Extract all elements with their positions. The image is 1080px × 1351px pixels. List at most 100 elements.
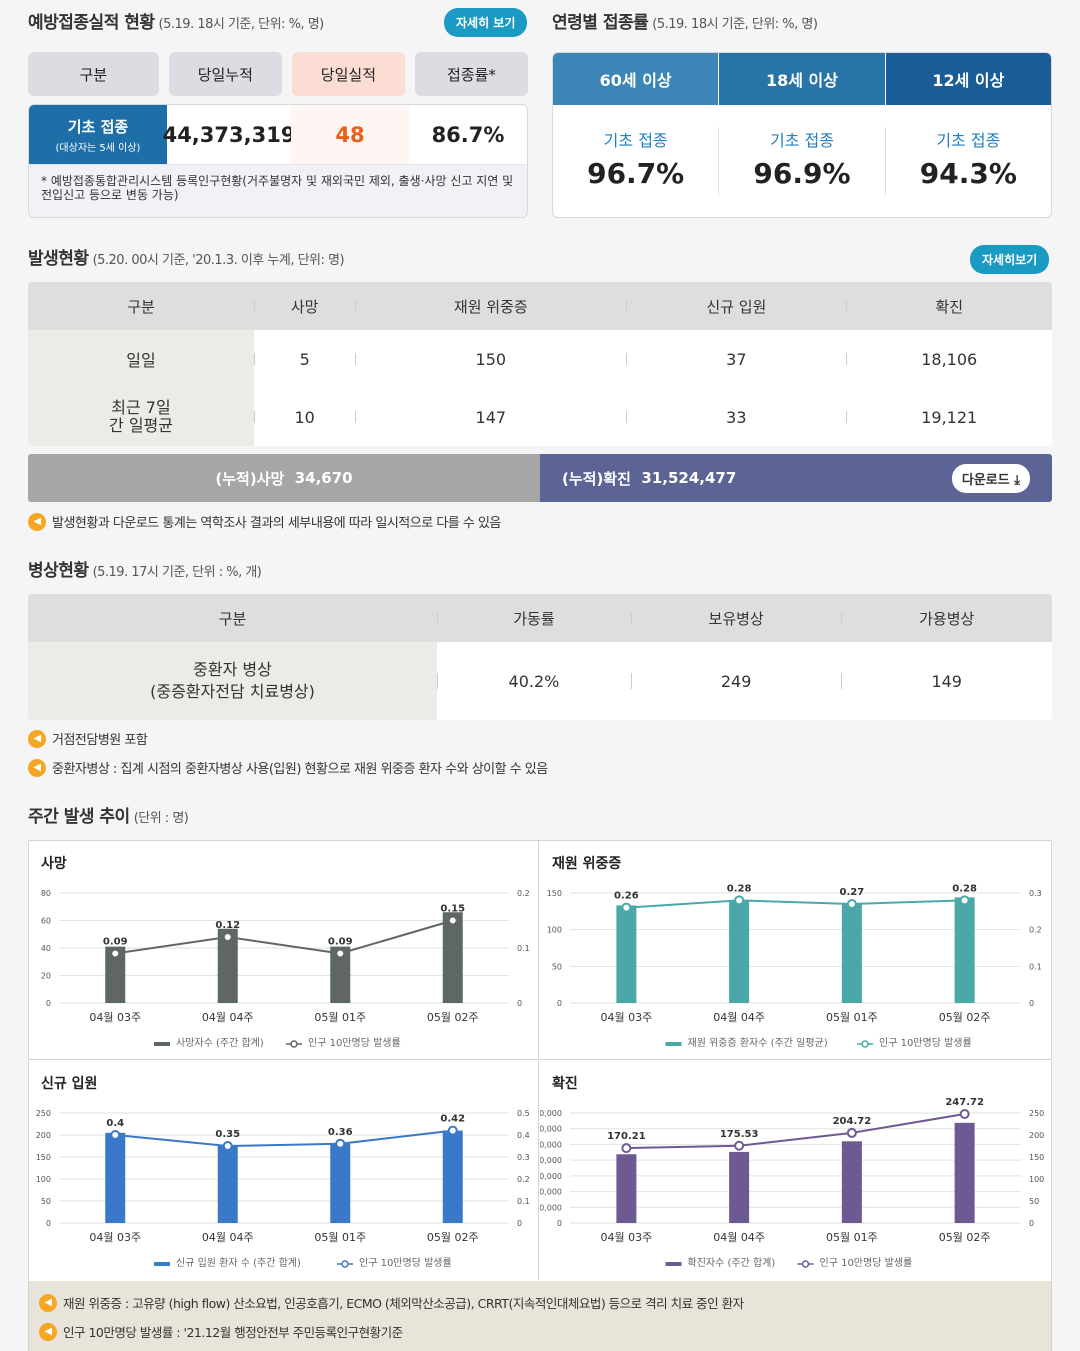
- download-label: 다운로드: [961, 473, 1010, 488]
- tab-18-plus[interactable]: 18세 이상: [719, 53, 886, 105]
- y-tick-label: 0: [46, 1219, 51, 1228]
- weekly-footnotes: ◀ 재원 위중증 : 고유량 (high flow) 산소요법, 인공호흡기, E…: [29, 1281, 1051, 1351]
- x-tick-label: 05월 01주: [314, 1231, 366, 1244]
- y2-tick-label: 0.5: [517, 1109, 530, 1118]
- bar: [841, 904, 862, 1003]
- cell: 249: [630, 642, 842, 720]
- y-tick-label: 80,000: [540, 1156, 562, 1165]
- weekly-title: 주간 발생 추이 (단위 : 명): [28, 802, 189, 827]
- beds-note-text: 거점전담병원 포함: [52, 733, 148, 748]
- x-tick-label: 04월 03주: [601, 1231, 653, 1244]
- y2-tick-label: 50: [1029, 1197, 1039, 1206]
- tab-12-plus[interactable]: 12세 이상: [885, 53, 1051, 105]
- vaccination-note: * 예방접종통합관리시스템 등록인구현황(거주불명자 및 재외국민 제외, 출생…: [29, 165, 527, 217]
- rate-point: [621, 902, 632, 913]
- y-tick-label: 60: [41, 917, 51, 926]
- row-label: 중환자 병상 (중증환자전담 치료병상): [28, 642, 437, 720]
- bar: [442, 912, 463, 1003]
- y-tick-label: 40,000: [540, 1188, 562, 1197]
- bar: [729, 1151, 750, 1223]
- y2-tick-label: 0.4: [517, 1131, 530, 1140]
- chart-panel-death: 사망 0 20 40 60 80 0 0.1 0.2 04월 03주 04월 04주 05월 01주…: [29, 841, 539, 1060]
- speaker-icon: ◀: [39, 1322, 57, 1341]
- legend-label: 인구 10만명당 발생률: [820, 1257, 913, 1269]
- y-tick-label: 250: [36, 1109, 51, 1118]
- rate-line: [115, 1129, 453, 1148]
- cum-conf-value: 31,524,477: [641, 469, 737, 487]
- age-col-value: 96.9%: [753, 157, 851, 190]
- rate-value: 86.7%: [431, 122, 505, 147]
- weekly-footnote-text: 재원 위중증 : 고유량 (high flow) 산소요법, 인공호흡기, EC…: [63, 1296, 744, 1311]
- confirmed-chart: 0 20,000 40,000 60,000 80,000 100,000 120,000 1…: [529, 1097, 1044, 1269]
- legend-point-swatch: [290, 1040, 298, 1048]
- data-label: 0.42: [440, 1114, 465, 1125]
- x-tick-label: 05월 01주: [314, 1011, 366, 1024]
- y-tick-label: 0: [557, 999, 562, 1008]
- y-tick-label: 140,000: [540, 1109, 562, 1118]
- beds-header: 가용병상: [841, 594, 1052, 642]
- y2-tick-label: 0: [517, 999, 522, 1008]
- speaker-icon: ◀: [28, 512, 46, 531]
- x-tick-label: 05월 01주: [826, 1231, 878, 1244]
- cell: 149: [841, 642, 1052, 720]
- data-label: 0.15: [440, 904, 465, 915]
- y2-tick-label: 0: [1029, 999, 1034, 1008]
- x-tick-label: 05월 02주: [427, 1011, 479, 1024]
- occurrence-table: 구분 사망 재원 위중증 신규 입원 확진 일일 5 150 37 18,106…: [28, 282, 1052, 446]
- beds-note: ◀ 중환자병상 : 집계 시점의 중환자병상 사용(입원) 현황으로 재원 위중증…: [28, 758, 548, 777]
- y-tick-label: 100: [547, 926, 562, 935]
- chart-title: 신규 입원: [41, 1076, 98, 1092]
- y2-tick-label: 0.1: [517, 1197, 530, 1206]
- legend-bar-swatch: [665, 1262, 682, 1266]
- cumulative-bar: (누적)사망 34,670 (누적)확진 31,524,477 다운로드 ⤓: [28, 454, 1052, 502]
- table-row: 중환자 병상 (중증환자전담 치료병상) 40.2% 249 149: [28, 642, 1052, 720]
- y2-tick-label: 0.2: [1029, 926, 1042, 935]
- rate-point: [222, 1141, 233, 1151]
- x-tick-label: 04월 03주: [601, 1011, 653, 1024]
- y-tick-label: 60,000: [540, 1172, 562, 1181]
- download-button[interactable]: 다운로드 ⤓: [951, 464, 1030, 493]
- speaker-icon: ◀: [28, 758, 46, 777]
- y2-tick-label: 100: [1029, 1175, 1044, 1184]
- occurrence-subtitle: (5.20. 00시 기준, '20.1.3. 이후 누계, 단위: 명): [92, 253, 345, 268]
- legend-label: 확진자수 (주간 합계): [688, 1257, 776, 1269]
- data-label: 0.28: [727, 883, 752, 894]
- rate-point: [959, 1109, 970, 1120]
- y-tick-label: 0: [557, 1219, 562, 1228]
- occ-header: 사망: [254, 282, 356, 330]
- row-label: 최근 7일간 일평균: [28, 388, 254, 446]
- x-tick-label: 05월 01주: [826, 1011, 878, 1024]
- chart-panel-admission: 신규 입원 0 50 100 150 200 250 0 0.1 0.2 0.3 0.4 0.5 04월…: [29, 1061, 539, 1280]
- age-col-12: 기초 접종 94.3%: [886, 127, 1051, 195]
- cell: 40.2%: [437, 642, 631, 720]
- rate-point: [447, 915, 458, 926]
- age-col-value: 96.7%: [587, 157, 685, 190]
- weekly-title-text: 주간 발생 추이: [28, 807, 130, 827]
- y2-tick-label: 0.2: [517, 889, 530, 898]
- y2-tick-label: 150: [1029, 1153, 1044, 1162]
- table-row: 최근 7일간 일평균 10 147 33 19,121: [28, 388, 1052, 446]
- beds-header: 보유병상: [630, 594, 842, 642]
- header-rate: 접종률*: [414, 52, 529, 96]
- weekly-footnote-text: 인구 10만명당 발생률 : '21.12월 행정안전부 주민등록인구현황기준: [63, 1325, 403, 1340]
- y-tick-label: 80: [41, 889, 51, 898]
- rate-point: [110, 948, 121, 959]
- y-tick-label: 100: [36, 1175, 51, 1184]
- x-tick-label: 04월 04주: [713, 1231, 765, 1244]
- legend-label: 인구 10만명당 발생률: [359, 1257, 452, 1269]
- table-row: 일일 5 150 37 18,106: [28, 330, 1052, 388]
- vaccination-detail-button[interactable]: 자세히 보기: [444, 8, 528, 37]
- bar: [616, 905, 637, 1003]
- x-tick-label: 04월 04주: [202, 1231, 254, 1244]
- beds-title-text: 병상현황: [28, 561, 89, 581]
- rate-point: [110, 1130, 121, 1140]
- rate-point: [447, 1125, 458, 1136]
- data-label: 0.09: [103, 937, 128, 948]
- bar: [217, 928, 238, 1003]
- occurrence-detail-button[interactable]: 자세히보기: [970, 245, 1050, 274]
- chart-title: 확진: [552, 1076, 578, 1092]
- occ-header: 신규 입원: [626, 282, 847, 330]
- tab-60-plus[interactable]: 60세 이상: [553, 53, 720, 105]
- occurrence-title: 발생현황 (5.20. 00시 기준, '20.1.3. 이후 누계, 단위: 명…: [28, 244, 345, 269]
- data-label: 0.35: [215, 1129, 240, 1140]
